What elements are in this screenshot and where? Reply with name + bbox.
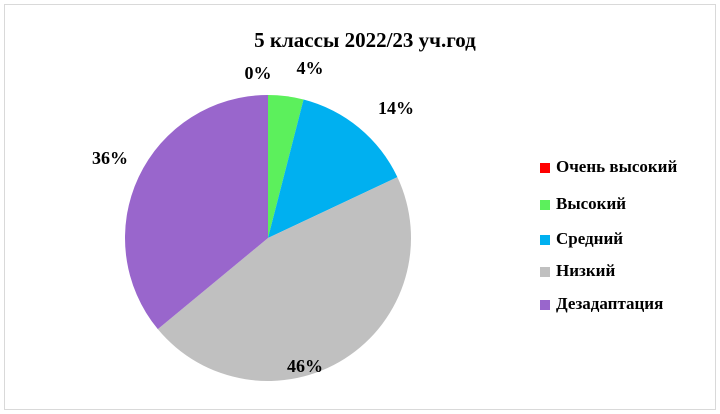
legend-marker bbox=[540, 235, 550, 245]
data-label: 36% bbox=[92, 148, 128, 168]
legend-marker bbox=[540, 163, 550, 173]
pie-slice bbox=[268, 99, 398, 238]
data-label: 14% bbox=[378, 98, 414, 118]
pie-slice bbox=[157, 177, 411, 381]
legend-label: Дезадаптация bbox=[556, 294, 663, 313]
legend-marker bbox=[540, 267, 550, 277]
data-label: 46% bbox=[287, 356, 323, 376]
legend-label: Средний bbox=[556, 229, 623, 248]
legend-marker bbox=[540, 300, 550, 310]
pie-slice bbox=[124, 95, 268, 330]
legend-label: Низкий bbox=[556, 261, 615, 280]
data-label: 4% bbox=[297, 58, 324, 78]
legend-marker bbox=[540, 200, 550, 210]
data-label: 0% bbox=[245, 63, 272, 83]
chart-title: 5 классы 2022/23 уч.год bbox=[254, 28, 476, 52]
legend-label: Очень высокий bbox=[556, 157, 677, 176]
pie-slice bbox=[268, 95, 304, 238]
legend-label: Высокий bbox=[556, 194, 626, 213]
